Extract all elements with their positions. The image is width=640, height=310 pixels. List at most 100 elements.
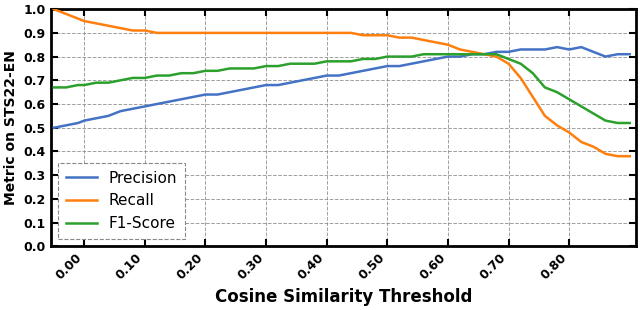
F1-Score	[74, 83, 82, 87]
Recall	[310, 31, 318, 35]
Recall	[141, 29, 148, 32]
F1-Score	[202, 69, 209, 73]
Precision	[577, 45, 585, 49]
Recall	[177, 31, 185, 35]
F1-Score	[50, 86, 58, 89]
F1-Score	[275, 64, 282, 68]
F1-Score	[589, 112, 597, 115]
F1-Score	[396, 55, 403, 59]
Recall	[468, 50, 476, 54]
Precision	[189, 95, 197, 99]
Precision	[129, 107, 136, 111]
Recall	[189, 31, 197, 35]
Recall	[517, 76, 525, 80]
Recall	[74, 17, 82, 20]
Precision	[165, 100, 173, 104]
F1-Score	[116, 78, 124, 82]
Recall	[275, 31, 282, 35]
F1-Score	[153, 74, 161, 78]
F1-Score	[189, 71, 197, 75]
Precision	[444, 55, 452, 59]
Recall	[565, 131, 573, 134]
Recall	[444, 43, 452, 46]
Precision	[456, 55, 464, 59]
F1-Score	[383, 55, 391, 59]
Recall	[493, 55, 500, 59]
F1-Score	[62, 86, 70, 89]
F1-Score	[626, 121, 634, 125]
F1-Score	[347, 60, 355, 63]
F1-Score	[577, 104, 585, 108]
Recall	[165, 31, 173, 35]
Precision	[81, 119, 88, 122]
Recall	[396, 36, 403, 39]
Precision	[226, 90, 234, 94]
Precision	[275, 83, 282, 87]
Recall	[202, 31, 209, 35]
X-axis label: Cosine Similarity Threshold: Cosine Similarity Threshold	[214, 288, 472, 306]
F1-Score	[408, 55, 415, 59]
F1-Score	[104, 81, 112, 85]
Precision	[214, 93, 221, 96]
F1-Score	[287, 62, 294, 66]
Recall	[626, 154, 634, 158]
Precision	[50, 126, 58, 130]
Recall	[371, 33, 379, 37]
Precision	[359, 69, 367, 73]
Precision	[565, 48, 573, 51]
F1-Score	[444, 52, 452, 56]
Precision	[335, 74, 342, 78]
Precision	[468, 52, 476, 56]
Precision	[553, 45, 561, 49]
Precision	[408, 62, 415, 66]
F1-Score	[359, 57, 367, 61]
Recall	[553, 123, 561, 127]
Recall	[214, 31, 221, 35]
F1-Score	[177, 71, 185, 75]
F1-Score	[432, 52, 440, 56]
Recall	[153, 31, 161, 35]
F1-Score	[299, 62, 307, 66]
Precision	[383, 64, 391, 68]
Precision	[481, 52, 488, 56]
Recall	[589, 145, 597, 148]
Legend: Precision, Recall, F1-Score: Precision, Recall, F1-Score	[58, 163, 185, 239]
Recall	[62, 12, 70, 16]
Recall	[335, 31, 342, 35]
Recall	[323, 31, 330, 35]
Precision	[250, 86, 258, 89]
Precision	[432, 57, 440, 61]
Recall	[602, 152, 609, 156]
Precision	[602, 55, 609, 59]
Recall	[541, 114, 548, 118]
Precision	[116, 109, 124, 113]
Recall	[287, 31, 294, 35]
Precision	[153, 102, 161, 106]
Recall	[129, 29, 136, 32]
Precision	[310, 76, 318, 80]
F1-Score	[335, 60, 342, 63]
Recall	[104, 24, 112, 28]
Precision	[614, 52, 621, 56]
Precision	[541, 48, 548, 51]
Recall	[432, 41, 440, 44]
F1-Score	[214, 69, 221, 73]
Recall	[226, 31, 234, 35]
F1-Score	[226, 67, 234, 70]
Precision	[74, 121, 82, 125]
Recall	[481, 52, 488, 56]
Recall	[529, 95, 536, 99]
Precision	[347, 71, 355, 75]
Precision	[299, 78, 307, 82]
F1-Score	[141, 76, 148, 80]
Precision	[420, 60, 428, 63]
Recall	[250, 31, 258, 35]
F1-Score	[541, 86, 548, 89]
Precision	[238, 88, 246, 92]
Recall	[347, 31, 355, 35]
F1-Score	[517, 62, 525, 66]
Recall	[81, 19, 88, 23]
Recall	[299, 31, 307, 35]
Precision	[371, 67, 379, 70]
Precision	[141, 104, 148, 108]
